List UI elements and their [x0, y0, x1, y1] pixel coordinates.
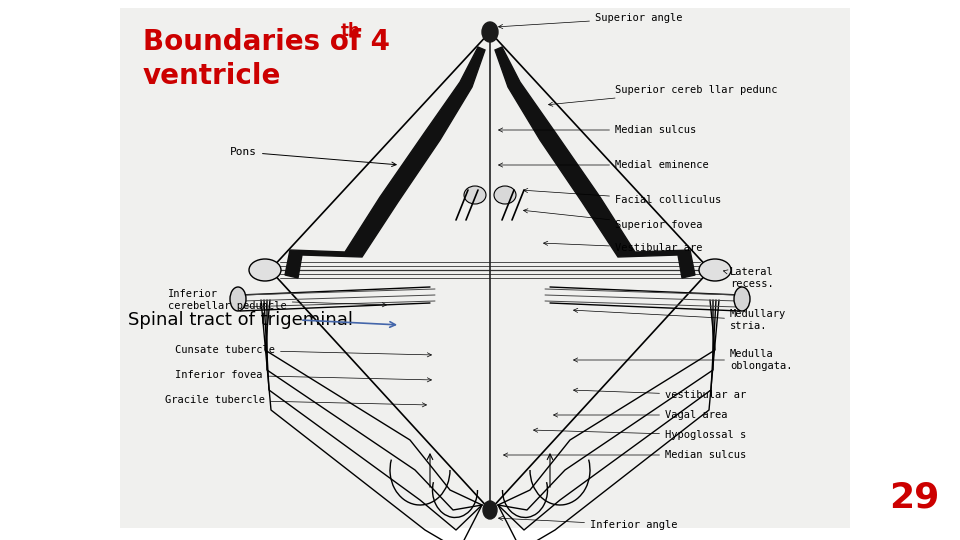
Ellipse shape: [734, 287, 750, 311]
Ellipse shape: [483, 501, 497, 519]
Text: Medullary
stria.: Medullary stria.: [573, 308, 786, 331]
Text: Pons: Pons: [230, 147, 396, 166]
Text: Boundaries of 4: Boundaries of 4: [143, 28, 390, 56]
Text: Medial eminence: Medial eminence: [498, 160, 708, 170]
Text: Superior fovea: Superior fovea: [523, 209, 703, 230]
Text: Median sulcus: Median sulcus: [504, 450, 746, 460]
Ellipse shape: [230, 287, 246, 311]
Text: Vestibular are: Vestibular are: [543, 241, 703, 253]
Text: vestibular ar: vestibular ar: [573, 388, 746, 400]
Text: Lateral
recess.: Lateral recess.: [724, 267, 774, 289]
Text: Gracile tubercle: Gracile tubercle: [165, 395, 426, 407]
Text: Superior cereb llar pedunc: Superior cereb llar pedunc: [548, 85, 778, 106]
Text: Cunsate tubercle: Cunsate tubercle: [175, 345, 431, 357]
FancyBboxPatch shape: [120, 8, 850, 528]
Text: Vagal area: Vagal area: [554, 410, 728, 420]
Ellipse shape: [482, 22, 498, 42]
Text: Spinal tract of trigeminal: Spinal tract of trigeminal: [128, 311, 353, 329]
Ellipse shape: [494, 186, 516, 204]
Polygon shape: [285, 47, 485, 278]
Text: Median sulcus: Median sulcus: [498, 125, 696, 135]
Text: Medulla
oblongata.: Medulla oblongata.: [573, 349, 793, 371]
Ellipse shape: [699, 259, 731, 281]
Text: Inferior fovea: Inferior fovea: [175, 370, 431, 382]
Text: Hypoglossal s: Hypoglossal s: [534, 428, 746, 440]
Text: Inferior
cerebellar peduncle: Inferior cerebellar peduncle: [168, 289, 387, 311]
Text: Superior angle: Superior angle: [498, 13, 683, 29]
Polygon shape: [495, 47, 695, 278]
Text: ventricle: ventricle: [143, 62, 281, 90]
Text: 29: 29: [890, 481, 940, 515]
Text: Facial colliculus: Facial colliculus: [523, 188, 721, 205]
Text: th: th: [341, 22, 361, 40]
Ellipse shape: [249, 259, 281, 281]
Text: Inferior angle: Inferior angle: [498, 516, 678, 530]
Ellipse shape: [464, 186, 486, 204]
